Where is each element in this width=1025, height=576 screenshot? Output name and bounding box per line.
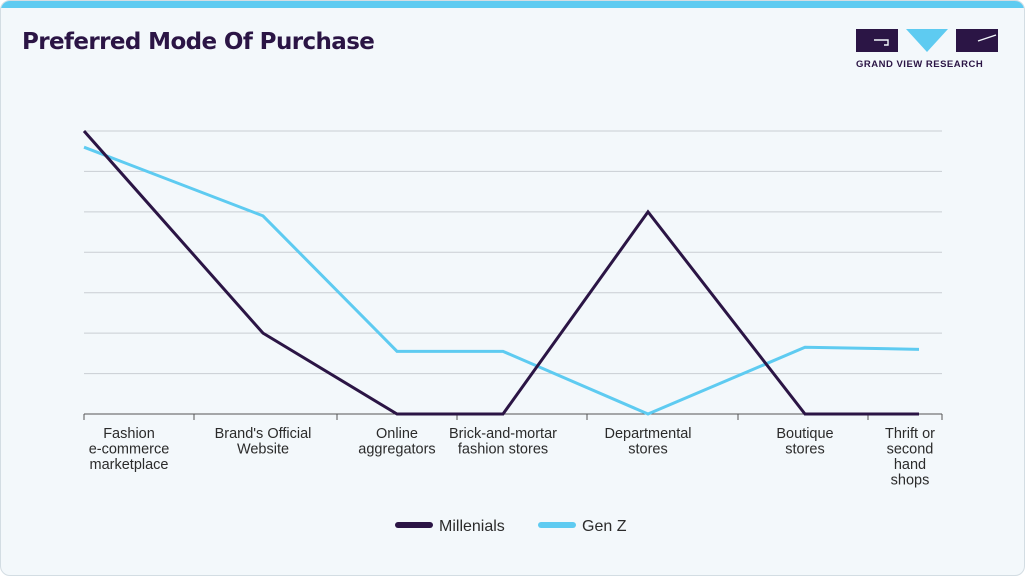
- x-tick-label: Fashion e-commerce marketplace: [89, 426, 170, 473]
- x-tick-label: Online aggregators: [358, 426, 435, 458]
- legend-label: Gen Z: [582, 518, 627, 535]
- x-tick-label: Boutique stores: [776, 426, 833, 458]
- legend-label: Millenials: [439, 518, 505, 535]
- x-tick-label: Brand's Official Website: [215, 426, 312, 458]
- series-line-millenials: [82, 130, 919, 416]
- x-tick-label: Brick-and-mortar fashion stores: [449, 426, 557, 458]
- series-line-gen-z: [83, 145, 920, 416]
- x-tick-label: Departmental stores: [604, 426, 691, 458]
- x-tick-label: Thrift or second hand shops: [885, 426, 935, 489]
- grand-view-research-logo: GRAND VIEW RESEARCH: [856, 29, 998, 71]
- accent-top-bar: [1, 1, 1024, 8]
- brand-name: GRAND VIEW RESEARCH: [856, 59, 984, 70]
- chart-title: Preferred Mode Of Purchase: [22, 29, 375, 55]
- gvr-logo-mark-icon: [856, 29, 998, 52]
